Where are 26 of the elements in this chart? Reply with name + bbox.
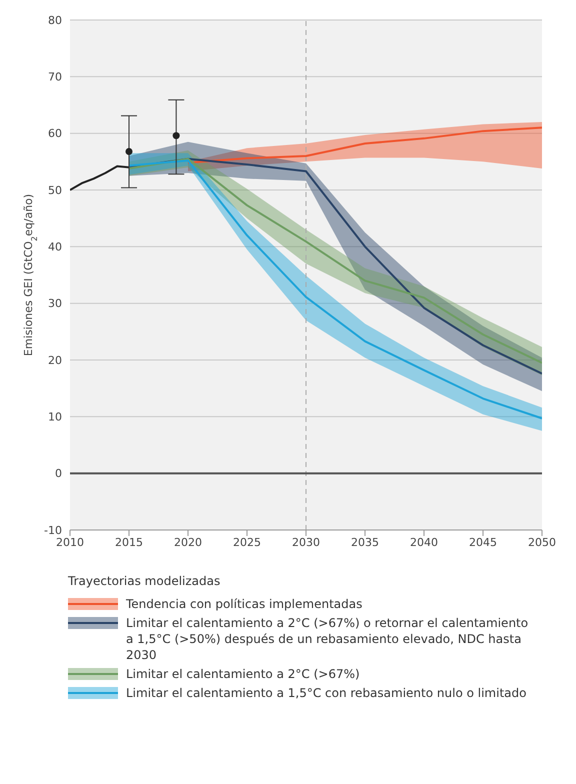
y-tick-label: 80 [48, 14, 62, 27]
line-series [187, 126, 542, 164]
line-series [70, 165, 130, 191]
x-tick-label: 2040 [410, 536, 438, 549]
x-tick-label: 2025 [233, 536, 261, 549]
y-tick-label: 10 [48, 410, 62, 424]
y-tick-label: 50 [48, 184, 62, 197]
x-tick-label: 2015 [115, 536, 143, 549]
y-tick-label: 0 [55, 467, 62, 480]
legend-label: Limitar el calentamiento a 2°C (>67%) [126, 666, 360, 682]
y-tick-label: -10 [44, 524, 62, 537]
y-tick-label: 20 [48, 354, 62, 367]
legend-label: Tendencia con políticas implementadas [126, 596, 362, 612]
y-tick-label: 70 [48, 70, 62, 84]
y-tick-label: 60 [48, 127, 62, 140]
x-tick-label: 2030 [292, 536, 320, 549]
x-tick-label: 2045 [469, 536, 497, 549]
legend-label: Limitar el calentamiento a 2°C (>67%) o retornar el calentamiento a 1,5°C (>50%) después de un rebasamiento elevado, NDC hasta 2030 [126, 615, 530, 663]
x-tick-label: 2020 [174, 536, 202, 549]
x-tick-label: 2035 [351, 536, 379, 549]
legend-title: Trayectorias modelizadas [68, 574, 222, 588]
y-tick-label: 30 [48, 297, 62, 310]
y-tick-label: 40 [48, 240, 62, 254]
x-tick-label: 2050 [528, 536, 556, 549]
x-tick-label: 2010 [56, 536, 84, 549]
legend-label: Limitar el calentamiento a 1,5°C con rebasamiento nulo o limitado [126, 685, 526, 701]
